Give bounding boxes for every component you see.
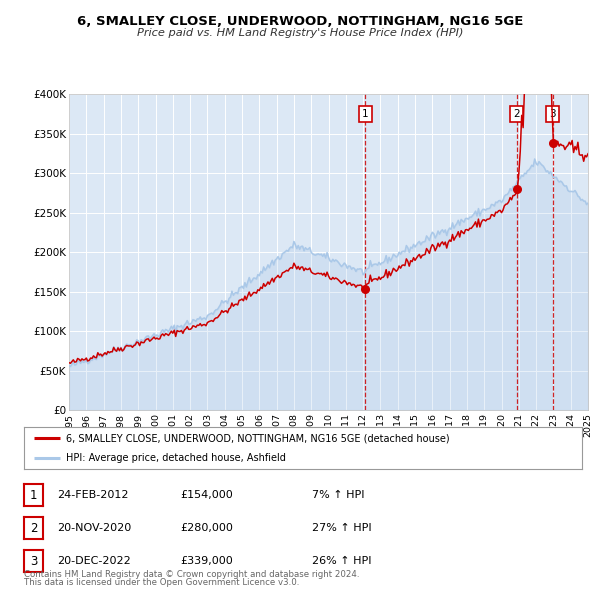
Text: This data is licensed under the Open Government Licence v3.0.: This data is licensed under the Open Gov… xyxy=(24,578,299,587)
Text: 2: 2 xyxy=(30,522,37,535)
Text: 6, SMALLEY CLOSE, UNDERWOOD, NOTTINGHAM, NG16 5GE (detached house): 6, SMALLEY CLOSE, UNDERWOOD, NOTTINGHAM,… xyxy=(66,433,449,443)
Text: 20-DEC-2022: 20-DEC-2022 xyxy=(57,556,131,566)
Text: £154,000: £154,000 xyxy=(180,490,233,500)
Text: Contains HM Land Registry data © Crown copyright and database right 2024.: Contains HM Land Registry data © Crown c… xyxy=(24,571,359,579)
Text: 3: 3 xyxy=(550,109,556,119)
Text: 1: 1 xyxy=(362,109,368,119)
Text: £280,000: £280,000 xyxy=(180,523,233,533)
Text: £339,000: £339,000 xyxy=(180,556,233,566)
Text: 3: 3 xyxy=(30,555,37,568)
Text: 26% ↑ HPI: 26% ↑ HPI xyxy=(312,556,371,566)
Text: Price paid vs. HM Land Registry's House Price Index (HPI): Price paid vs. HM Land Registry's House … xyxy=(137,28,463,38)
Text: 7% ↑ HPI: 7% ↑ HPI xyxy=(312,490,365,500)
Text: HPI: Average price, detached house, Ashfield: HPI: Average price, detached house, Ashf… xyxy=(66,453,286,463)
Text: 20-NOV-2020: 20-NOV-2020 xyxy=(57,523,131,533)
Text: 24-FEB-2012: 24-FEB-2012 xyxy=(57,490,128,500)
Text: 27% ↑ HPI: 27% ↑ HPI xyxy=(312,523,371,533)
Text: 1: 1 xyxy=(30,489,37,502)
Text: 6, SMALLEY CLOSE, UNDERWOOD, NOTTINGHAM, NG16 5GE: 6, SMALLEY CLOSE, UNDERWOOD, NOTTINGHAM,… xyxy=(77,15,523,28)
Text: 2: 2 xyxy=(514,109,520,119)
